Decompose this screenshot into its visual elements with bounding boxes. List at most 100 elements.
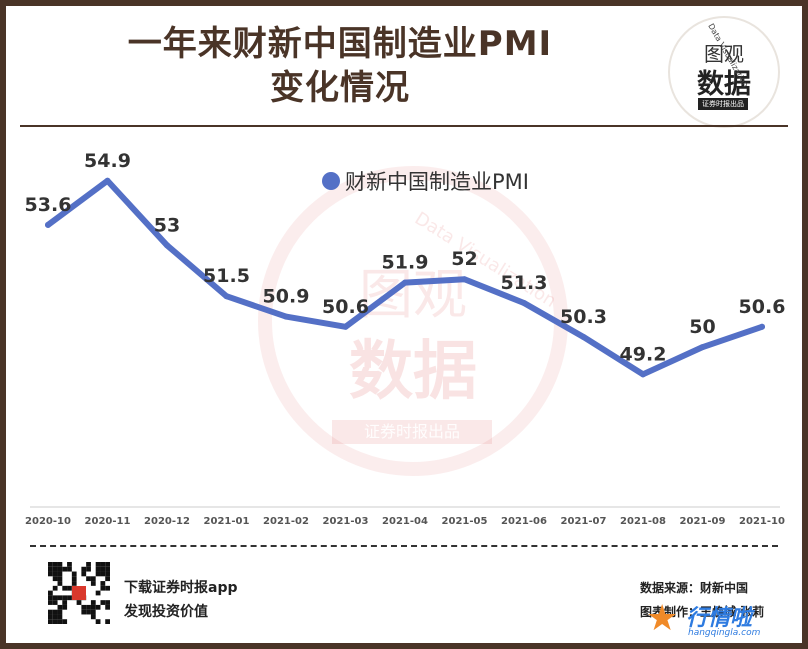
qr-cell (90, 614, 96, 620)
x-tick-label: 2021-01 (204, 516, 250, 527)
qr-cell (52, 571, 58, 577)
qr-cell (57, 614, 63, 620)
qr-cell (100, 562, 106, 567)
data-point[interactable] (521, 300, 527, 307)
qr-cell (67, 566, 72, 572)
qr-cell (76, 600, 82, 605)
qr-cell (52, 576, 58, 582)
data-point[interactable] (283, 313, 289, 320)
data-point[interactable] (45, 221, 51, 228)
data-point[interactable] (164, 242, 170, 249)
data-point[interactable] (640, 371, 646, 378)
x-tick-label: 2020-11 (85, 516, 131, 527)
data-label: 53 (154, 214, 180, 236)
qr-cell (95, 562, 101, 567)
data-label: 51.9 (382, 252, 429, 274)
qr-cell (48, 571, 53, 577)
x-tick-label: 2021-04 (382, 516, 428, 527)
qr-cell (95, 619, 101, 624)
qr-cell (62, 600, 68, 605)
qr-cell (67, 595, 72, 601)
qr-cell (52, 562, 58, 567)
data-source-text: 数据来源：财新中国 (640, 581, 749, 595)
qr-cell (57, 609, 63, 615)
title-line-2: 变化情况 (270, 68, 410, 108)
qr-cell (52, 600, 58, 605)
download-app-text[interactable]: 下载证券时报app (124, 580, 238, 596)
qr-cell (48, 562, 53, 567)
qr-cell (105, 571, 110, 577)
data-point[interactable] (402, 279, 408, 286)
qr-cell (105, 600, 110, 605)
footer-left: 下载证券时报app 发现投资价值 (124, 576, 238, 624)
qr-cell (48, 590, 53, 596)
qr-cell (90, 609, 96, 615)
qr-cell (90, 576, 96, 582)
logo-top-text: 图观 (704, 42, 744, 66)
title-divider (20, 125, 788, 127)
data-point[interactable] (223, 293, 230, 300)
qr-cell (105, 585, 110, 591)
qr-cell (48, 619, 53, 624)
x-tick-label: 2021-08 (620, 516, 666, 527)
qr-cell (105, 604, 110, 610)
brand-star-icon: ★ (646, 598, 679, 639)
title-area: 一年来财新中国制造业PMI 变化情况 (20, 22, 660, 122)
data-point[interactable] (461, 276, 468, 283)
logo-bottom-text: 证券时报出品 (698, 98, 748, 110)
x-tick-label: 2021-02 (263, 516, 309, 527)
qr-cell (81, 604, 87, 610)
x-tick-label: 2021-05 (442, 516, 488, 527)
qr-cell (67, 585, 72, 591)
qr-cell (62, 604, 68, 610)
qr-cell (90, 604, 96, 610)
watermark-top-text: 图观 (359, 263, 467, 326)
qr-cell (57, 566, 63, 572)
x-tick-label: 2021-10 (739, 516, 785, 527)
data-point[interactable] (759, 323, 765, 330)
qr-cell (71, 581, 77, 586)
legend-label: 财新中国制造业PMI (345, 170, 529, 194)
qr-cell (105, 619, 110, 624)
qr-cell (86, 562, 91, 567)
qr-cell (81, 571, 87, 577)
footer-right: 数据来源：财新中国 图表制作：王焕城 张莉 (640, 576, 764, 624)
watermark-mid-text: 数据 (349, 335, 477, 409)
qr-cell (95, 571, 101, 577)
qr-cell (52, 609, 58, 615)
qr-cell (100, 585, 106, 591)
qr-cell (52, 566, 58, 572)
qr-cell (90, 600, 96, 605)
qr-cell (86, 566, 91, 572)
qr-cell (95, 604, 101, 610)
data-point[interactable] (580, 333, 587, 340)
qr-cell (86, 609, 91, 615)
data-point[interactable] (104, 177, 111, 184)
x-tick-label: 2021-09 (680, 516, 726, 527)
qr-code-icon[interactable] (48, 562, 110, 624)
qr-cell (67, 562, 72, 567)
qr-cell (105, 562, 110, 567)
data-label: 50.3 (560, 306, 607, 328)
data-point[interactable] (699, 344, 706, 351)
data-point[interactable] (342, 323, 349, 330)
data-label: 50.9 (263, 286, 310, 308)
qr-cell (86, 604, 91, 610)
x-tick-label: 2021-06 (501, 516, 547, 527)
x-tick-label: 2021-07 (561, 516, 607, 527)
qr-cell (86, 576, 91, 582)
qr-cell (90, 581, 96, 586)
slogan-text: 发现投资价值 (124, 604, 208, 620)
qr-cell (62, 585, 68, 591)
qr-cell (100, 571, 106, 577)
plot-area: 53.6 2020-10 54.9 2020-11 53 2020-12 51.5 2021-… (25, 150, 786, 527)
qr-center-logo (72, 586, 86, 600)
x-tick-label: 2020-10 (25, 516, 71, 527)
data-label: 51.5 (203, 265, 250, 287)
data-label: 50.6 (322, 296, 369, 318)
qr-cell (57, 595, 63, 601)
data-label: 53.6 (25, 194, 72, 216)
qr-cell (57, 576, 63, 582)
qr-cell (57, 562, 63, 567)
data-label: 54.9 (84, 150, 131, 172)
